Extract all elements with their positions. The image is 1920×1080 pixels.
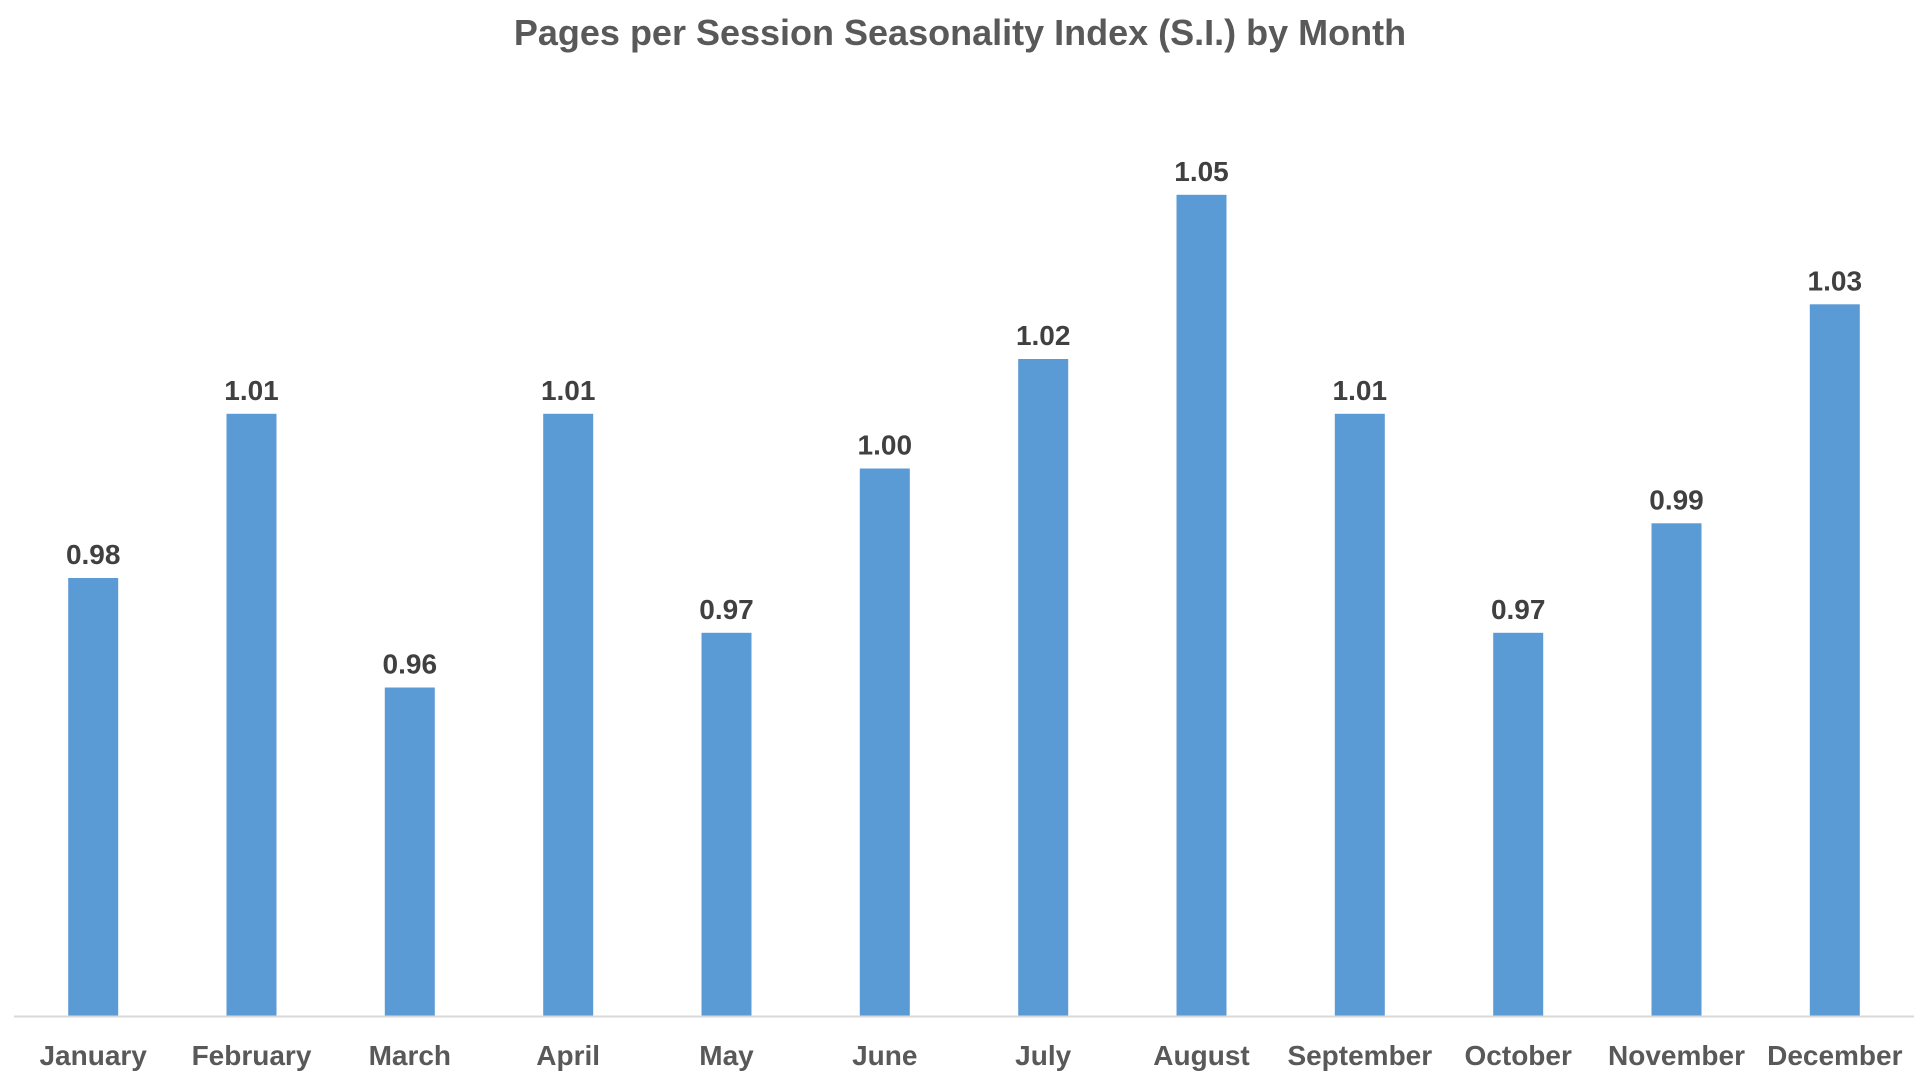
bar-february (226, 413, 277, 1016)
data-label-march: 0.96 (383, 649, 438, 680)
value-labels-layer: 0.98 1.01 0.96 1.01 0.97 1.00 1.02 1.05 1.01 0.97… (66, 156, 1862, 680)
bar-december (1809, 304, 1860, 1016)
bar-april (543, 413, 594, 1016)
bar-november (1651, 523, 1702, 1016)
x-tick-label-september: September (1287, 1040, 1432, 1071)
bar-may (701, 632, 752, 1016)
data-label-february: 1.01 (224, 375, 279, 406)
data-label-december: 1.03 (1808, 265, 1863, 296)
data-label-may: 0.97 (699, 594, 754, 625)
bar-august (1176, 194, 1227, 1017)
x-tick-label-july: July (1015, 1040, 1071, 1071)
x-tick-label-june: June (852, 1040, 917, 1071)
data-label-january: 0.98 (66, 539, 121, 570)
bar-september (1334, 413, 1385, 1016)
category-labels-layer: January February March April May June July Augu… (39, 1040, 1902, 1071)
data-label-july: 1.02 (1016, 320, 1071, 351)
x-tick-label-december: December (1767, 1040, 1903, 1071)
x-tick-label-february: February (192, 1040, 312, 1071)
data-label-november: 0.99 (1649, 484, 1704, 515)
chart-title: Pages per Session Seasonality Index (S.I… (513, 12, 1407, 53)
bar-october (1493, 632, 1544, 1016)
data-label-june: 1.00 (858, 430, 913, 461)
bars-layer (68, 194, 1860, 1017)
bar-march (384, 687, 435, 1016)
x-tick-label-april: April (536, 1040, 600, 1071)
bar-january (68, 578, 119, 1016)
data-label-october: 0.97 (1491, 594, 1546, 625)
data-label-april: 1.01 (541, 375, 596, 406)
data-label-september: 1.01 (1333, 375, 1388, 406)
x-tick-label-november: November (1608, 1040, 1745, 1071)
x-tick-label-march: March (369, 1040, 451, 1071)
x-tick-label-may: May (699, 1040, 754, 1071)
x-tick-label-october: October (1465, 1040, 1572, 1071)
bar-june (859, 468, 910, 1016)
x-tick-label-january: January (39, 1040, 147, 1071)
x-tick-label-august: August (1153, 1040, 1249, 1071)
data-label-august: 1.05 (1174, 156, 1229, 187)
bar-july (1018, 359, 1069, 1016)
